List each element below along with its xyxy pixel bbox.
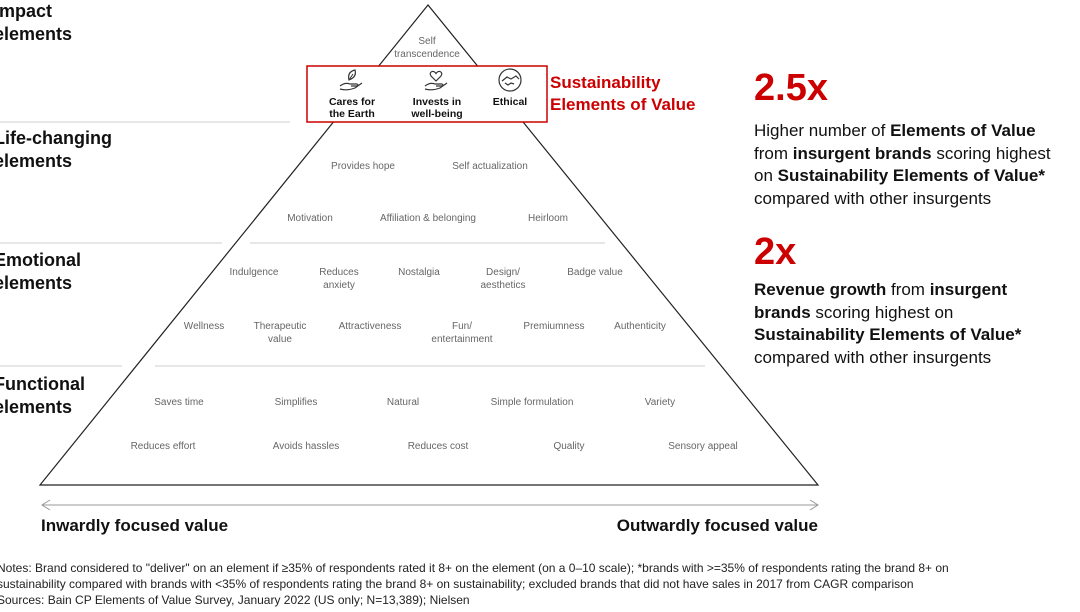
stat-description-revenue: Revenue growth from insurgent brands scor…	[754, 279, 1080, 369]
stat-text-run: compared with other insurgents	[754, 347, 992, 367]
notes-line-2: sustainability compared with brands with…	[0, 577, 914, 591]
hand-heart-icon	[424, 70, 448, 91]
level-label-impact: Impact elements	[0, 1, 73, 44]
stat-text-run: Sustainability Elements of Value*	[754, 325, 1022, 344]
element-indulgence: Indulgence	[229, 267, 279, 278]
element-affiliation-belonging: Affiliation & belonging	[380, 213, 476, 224]
stat-description-elements: Higher number of Elements of Value from i…	[754, 120, 1080, 210]
element-provides-hope: Provides hope	[331, 161, 395, 172]
element-fun-entertainment: Fun/ entertainment	[431, 321, 493, 345]
element-wellness: Wellness	[183, 321, 225, 332]
stat-text-run: Sustainability Elements of Value*	[777, 166, 1046, 185]
stat-text-run: Revenue growth	[754, 280, 887, 299]
element-heirloom: Heirloom	[527, 213, 569, 224]
element-cares-for-the-earth: Cares for the Earth	[328, 96, 376, 120]
element-reduces-anxiety: Reduces anxiety	[319, 267, 359, 291]
sustainability-title: Sustainability Elements of Value	[550, 73, 696, 114]
element-badge-value: Badge value	[567, 267, 623, 278]
handshake-icon	[498, 68, 522, 92]
level-label-emotional: Emotional elements	[0, 250, 82, 293]
element-nostalgia: Nostalgia	[398, 267, 440, 278]
axis-arrow-left-icon	[41, 499, 51, 511]
stat-text-run: scoring highest on	[810, 302, 954, 322]
element-saves-time: Saves time	[154, 397, 204, 408]
element-ethical: Ethical	[492, 96, 528, 108]
level-label-functional: Functional elements	[0, 374, 85, 417]
element-self-transcendence: Self transcendence	[394, 36, 460, 60]
element-motivation: Motivation	[287, 213, 333, 224]
element-simplifies: Simplifies	[274, 397, 318, 408]
element-variety: Variety	[644, 397, 676, 408]
hand-leaf-icon	[339, 69, 363, 91]
level-label-life-changing: Life-changing elements	[0, 128, 112, 171]
element-therapeutic-value: Therapeutic value	[253, 321, 307, 345]
element-invests-in-well-being: Invests in well-being	[411, 96, 463, 120]
element-reduces-cost: Reduces cost	[407, 441, 469, 452]
stat-text-run: brands	[754, 302, 811, 322]
axis-label-outward: Outwardly focused value	[616, 516, 818, 535]
element-design-aesthetics: Design/ aesthetics	[480, 267, 526, 291]
element-authenticity: Authenticity	[614, 321, 666, 332]
stat-text-run: from	[754, 143, 793, 163]
stat-text-run: scoring highest	[931, 143, 1051, 163]
element-reduces-effort: Reduces effort	[130, 441, 196, 452]
pyramid-outline	[38, 4, 820, 486]
element-self-actualization: Self actualization	[452, 161, 528, 172]
axis-label-inward: Inwardly focused value	[41, 516, 229, 535]
stat-text-run: from	[886, 280, 930, 299]
stat-text-run: Elements of Value	[890, 121, 1036, 140]
notes-line-1: Notes: Brand considered to "deliver" on …	[0, 561, 949, 575]
element-simple-formulation: Simple formulation	[490, 397, 574, 408]
axis-arrow-right-icon	[809, 499, 819, 511]
stat-text-run: on	[754, 166, 778, 185]
stat-value-elements: 2.5x	[754, 67, 828, 109]
stat-value-revenue: 2x	[754, 231, 797, 273]
stat-text-run: insurgent brands	[792, 143, 932, 163]
sustainability-box	[306, 65, 548, 123]
stat-text-run: Higher number of	[754, 121, 891, 140]
stat-text-run: compared with other insurgents	[754, 188, 992, 208]
element-premiumness: Premiumness	[523, 321, 585, 332]
element-attractiveness: Attractiveness	[338, 321, 402, 332]
sources-line: Sources: Bain CP Elements of Value Surve…	[0, 593, 470, 607]
element-natural: Natural	[386, 397, 420, 408]
element-sensory-appeal: Sensory appeal	[668, 441, 738, 452]
element-quality: Quality	[553, 441, 585, 452]
stat-text-run: insurgent	[929, 280, 1008, 299]
element-avoids-hassles: Avoids hassles	[272, 441, 340, 452]
